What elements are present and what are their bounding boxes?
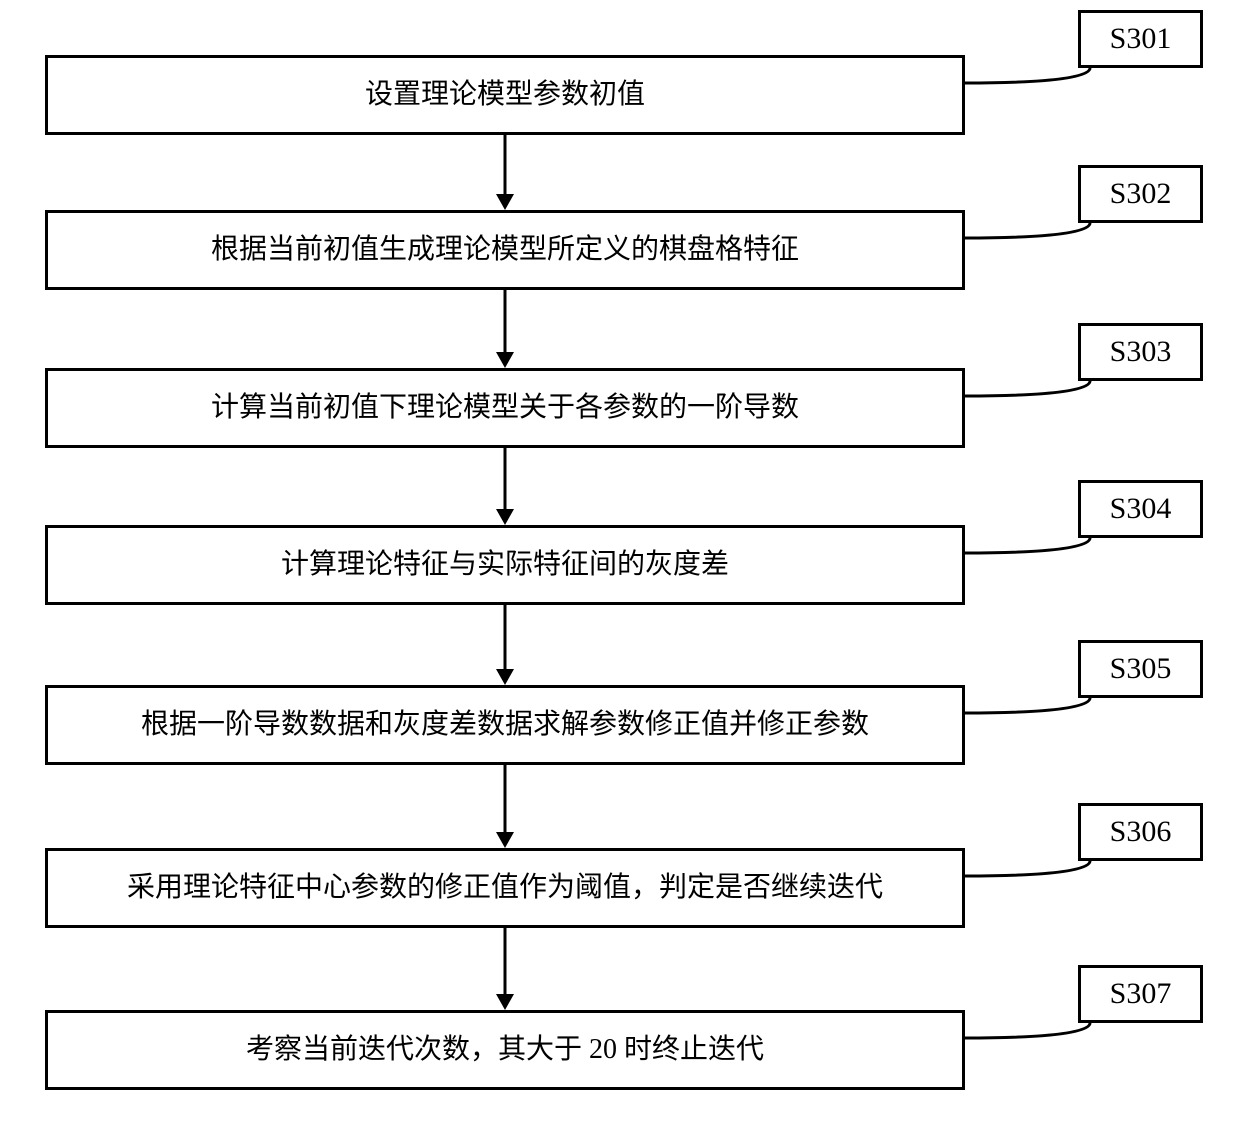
connector-curve-S307 (960, 1018, 1103, 1063)
step-label-text: S306 (1110, 815, 1172, 849)
step-label-text: S302 (1110, 177, 1172, 211)
connector-curve-S303 (960, 376, 1103, 421)
step-text: 采用理论特征中心参数的修正值作为阈值，判定是否继续迭代 (127, 868, 883, 907)
step-box-S302: 根据当前初值生成理论模型所定义的棋盘格特征 (45, 210, 965, 290)
arrow-S304-to-S305 (490, 605, 520, 685)
arrow-S303-to-S304 (490, 448, 520, 525)
step-label-S307: S307 (1078, 965, 1203, 1023)
connector-curve-S301 (960, 63, 1103, 108)
step-box-S301: 设置理论模型参数初值 (45, 55, 965, 135)
step-text: 根据一阶导数数据和灰度差数据求解参数修正值并修正参数 (141, 705, 869, 744)
step-box-S305: 根据一阶导数数据和灰度差数据求解参数修正值并修正参数 (45, 685, 965, 765)
step-text: 计算当前初值下理论模型关于各参数的一阶导数 (211, 388, 799, 427)
arrow-S305-to-S306 (490, 765, 520, 848)
step-text: 考察当前迭代次数，其大于 20 时终止迭代 (246, 1030, 764, 1069)
step-text: 计算理论特征与实际特征间的灰度差 (281, 545, 729, 584)
step-box-S307: 考察当前迭代次数，其大于 20 时终止迭代 (45, 1010, 965, 1090)
step-box-S303: 计算当前初值下理论模型关于各参数的一阶导数 (45, 368, 965, 448)
step-text: 根据当前初值生成理论模型所定义的棋盘格特征 (211, 230, 799, 269)
step-label-S302: S302 (1078, 165, 1203, 223)
step-box-S304: 计算理论特征与实际特征间的灰度差 (45, 525, 965, 605)
step-box-S306: 采用理论特征中心参数的修正值作为阈值，判定是否继续迭代 (45, 848, 965, 928)
step-label-S301: S301 (1078, 10, 1203, 68)
step-label-S303: S303 (1078, 323, 1203, 381)
step-label-S305: S305 (1078, 640, 1203, 698)
arrow-S302-to-S303 (490, 290, 520, 368)
connector-curve-S306 (960, 856, 1103, 901)
connector-curve-S304 (960, 533, 1103, 578)
step-label-text: S307 (1110, 977, 1172, 1011)
step-label-S306: S306 (1078, 803, 1203, 861)
step-text: 设置理论模型参数初值 (365, 75, 645, 114)
step-label-S304: S304 (1078, 480, 1203, 538)
step-label-text: S304 (1110, 492, 1172, 526)
flowchart-canvas: 设置理论模型参数初值 S301 根据当前初值生成理论模型所定义的棋盘格特征 S302 计… (0, 0, 1240, 1143)
step-label-text: S305 (1110, 652, 1172, 686)
arrow-S306-to-S307 (490, 928, 520, 1010)
step-label-text: S301 (1110, 22, 1172, 56)
connector-curve-S302 (960, 218, 1103, 263)
arrow-S301-to-S302 (490, 135, 520, 210)
step-label-text: S303 (1110, 335, 1172, 369)
connector-curve-S305 (960, 693, 1103, 738)
